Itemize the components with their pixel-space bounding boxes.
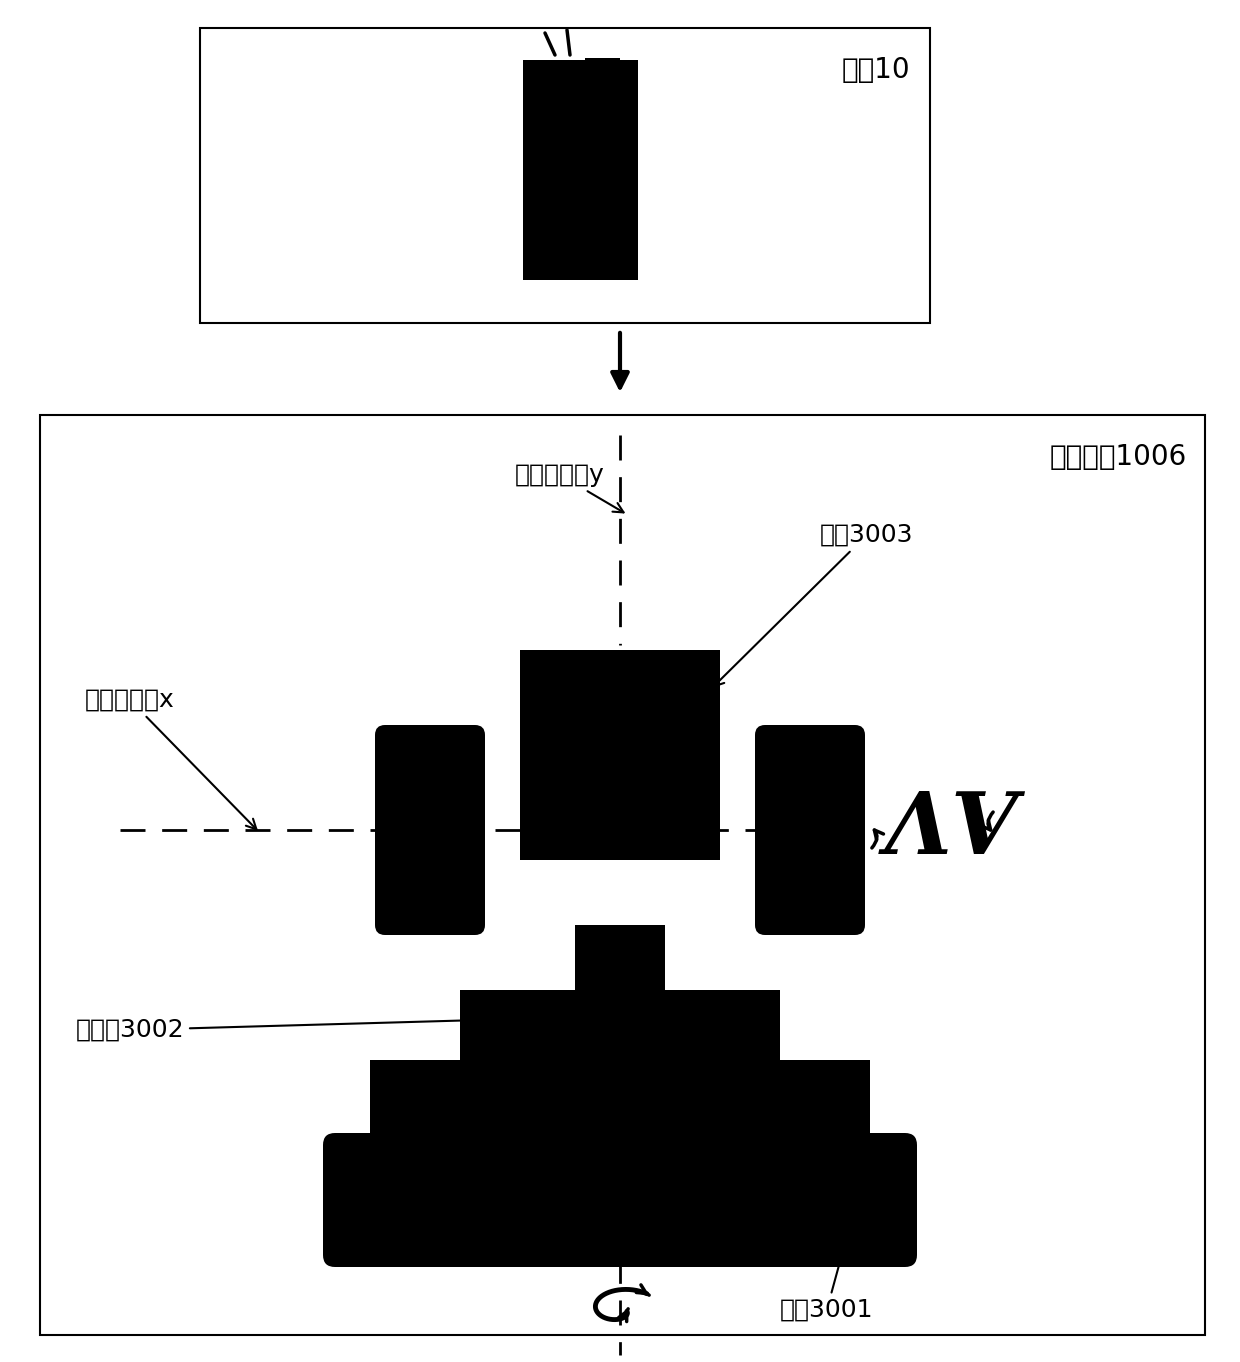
Text: ΛV: ΛV [885,789,1019,872]
Text: 终端10: 终端10 [842,56,910,84]
Text: 第二枢转轴y: 第二枢转轴y [515,463,624,512]
Text: 底座3001: 底座3001 [780,1230,873,1323]
Text: 旋转装置1006: 旋转装置1006 [1050,443,1187,471]
Bar [585,59,620,86]
Text: 卡座3003: 卡座3003 [714,523,914,686]
Bar [520,650,720,859]
Text: 第一枢转轴x: 第一枢转轴x [86,688,257,829]
Bar [523,60,639,281]
Bar [460,990,780,1060]
FancyBboxPatch shape [322,1133,918,1267]
Bar [40,415,1205,1335]
FancyBboxPatch shape [374,725,485,934]
Bar [200,29,930,323]
FancyBboxPatch shape [755,725,866,934]
Bar [370,1060,870,1140]
Text: 旋转台3002: 旋转台3002 [76,1016,475,1042]
Bar [575,925,665,990]
